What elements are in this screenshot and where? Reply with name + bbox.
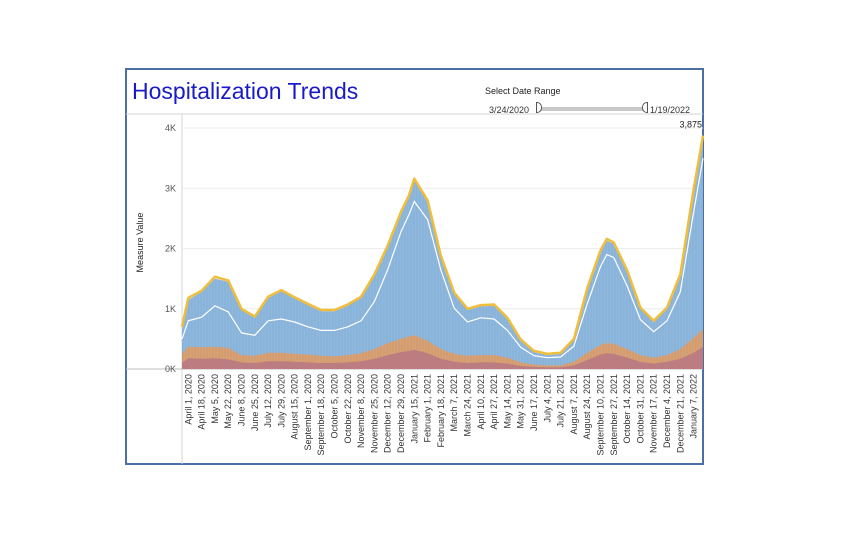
x-tick-label: October 5, 2020: [330, 374, 340, 439]
x-tick-label: January 15, 2021: [409, 374, 419, 444]
x-tick-label: April 18, 2020: [197, 374, 207, 430]
x-tick-label: November 17, 2021: [649, 374, 659, 453]
y-tick-label: 3K: [165, 183, 176, 193]
x-tick-label: June 25, 2020: [250, 374, 260, 431]
x-tick-label: March 7, 2021: [449, 374, 459, 432]
overlay-trend-line: [180, 135, 705, 356]
x-tick-label: June 8, 2020: [237, 374, 247, 426]
x-tick-label: May 31, 2021: [516, 374, 526, 429]
x-tick-label: June 17, 2021: [529, 374, 539, 431]
date-range-label: Select Date Range: [485, 86, 561, 96]
x-tick-label: August 7, 2021: [569, 374, 579, 435]
x-tick-label: May 14, 2021: [502, 374, 512, 429]
date-range-start-handle[interactable]: [536, 102, 542, 113]
x-tick-label: November 25, 2020: [369, 374, 379, 453]
x-tick-label: December 21, 2021: [675, 374, 685, 453]
x-tick-label: April 1, 2020: [183, 374, 193, 425]
x-tick-label: December 12, 2020: [383, 374, 393, 453]
x-tick-label: July 12, 2020: [263, 374, 273, 428]
y-tick-label: 2K: [165, 244, 176, 254]
x-tick-label: July 4, 2021: [542, 374, 552, 423]
x-tick-label: May 22, 2020: [223, 374, 233, 429]
area-series-1: [182, 135, 703, 369]
date-range-slider-track[interactable]: [537, 107, 645, 111]
x-tick-label: November 8, 2020: [356, 374, 366, 448]
date-range-start-value: 3/24/2020: [489, 105, 530, 115]
page-title: Hospitalization Trends: [132, 78, 359, 104]
x-tick-label: September 10, 2021: [596, 374, 606, 456]
x-tick-label: August 24, 2021: [582, 374, 592, 440]
x-tick-label: October 14, 2021: [622, 374, 632, 444]
x-tick-label: September 1, 2020: [303, 374, 313, 451]
area-series-2: [182, 329, 703, 369]
x-tick-label: January 7, 2022: [689, 374, 699, 439]
y-axis-title: Measure Value: [135, 213, 145, 273]
x-tick-label: December 4, 2021: [662, 374, 672, 448]
data-label: 3,875: [679, 120, 702, 130]
x-tick-label: October 31, 2021: [635, 374, 645, 444]
x-tick-label: December 29, 2020: [396, 374, 406, 453]
x-tick-label: May 5, 2020: [210, 374, 220, 424]
x-tick-label: July 29, 2020: [276, 374, 286, 428]
y-tick-label: 4K: [165, 123, 176, 133]
x-tick-label: February 18, 2021: [436, 374, 446, 448]
x-tick-label: September 18, 2020: [316, 374, 326, 456]
x-tick-label: August 15, 2020: [290, 374, 300, 440]
x-tick-label: March 24, 2021: [463, 374, 473, 437]
x-tick-label: September 27, 2021: [609, 374, 619, 456]
x-tick-label: July 21, 2021: [556, 374, 566, 428]
x-tick-label: October 22, 2020: [343, 374, 353, 444]
area-series-3: [182, 346, 703, 369]
date-range-end-handle[interactable]: [642, 102, 648, 113]
white-trend-line: [181, 158, 704, 359]
date-range-end-value: 1/19/2022: [650, 105, 691, 115]
y-tick-label: 0K: [165, 364, 176, 374]
x-tick-label: April 10, 2021: [476, 374, 486, 430]
x-tick-label: February 1, 2021: [423, 374, 433, 443]
x-tick-label: April 27, 2021: [489, 374, 499, 430]
y-tick-label: 1K: [165, 304, 176, 314]
